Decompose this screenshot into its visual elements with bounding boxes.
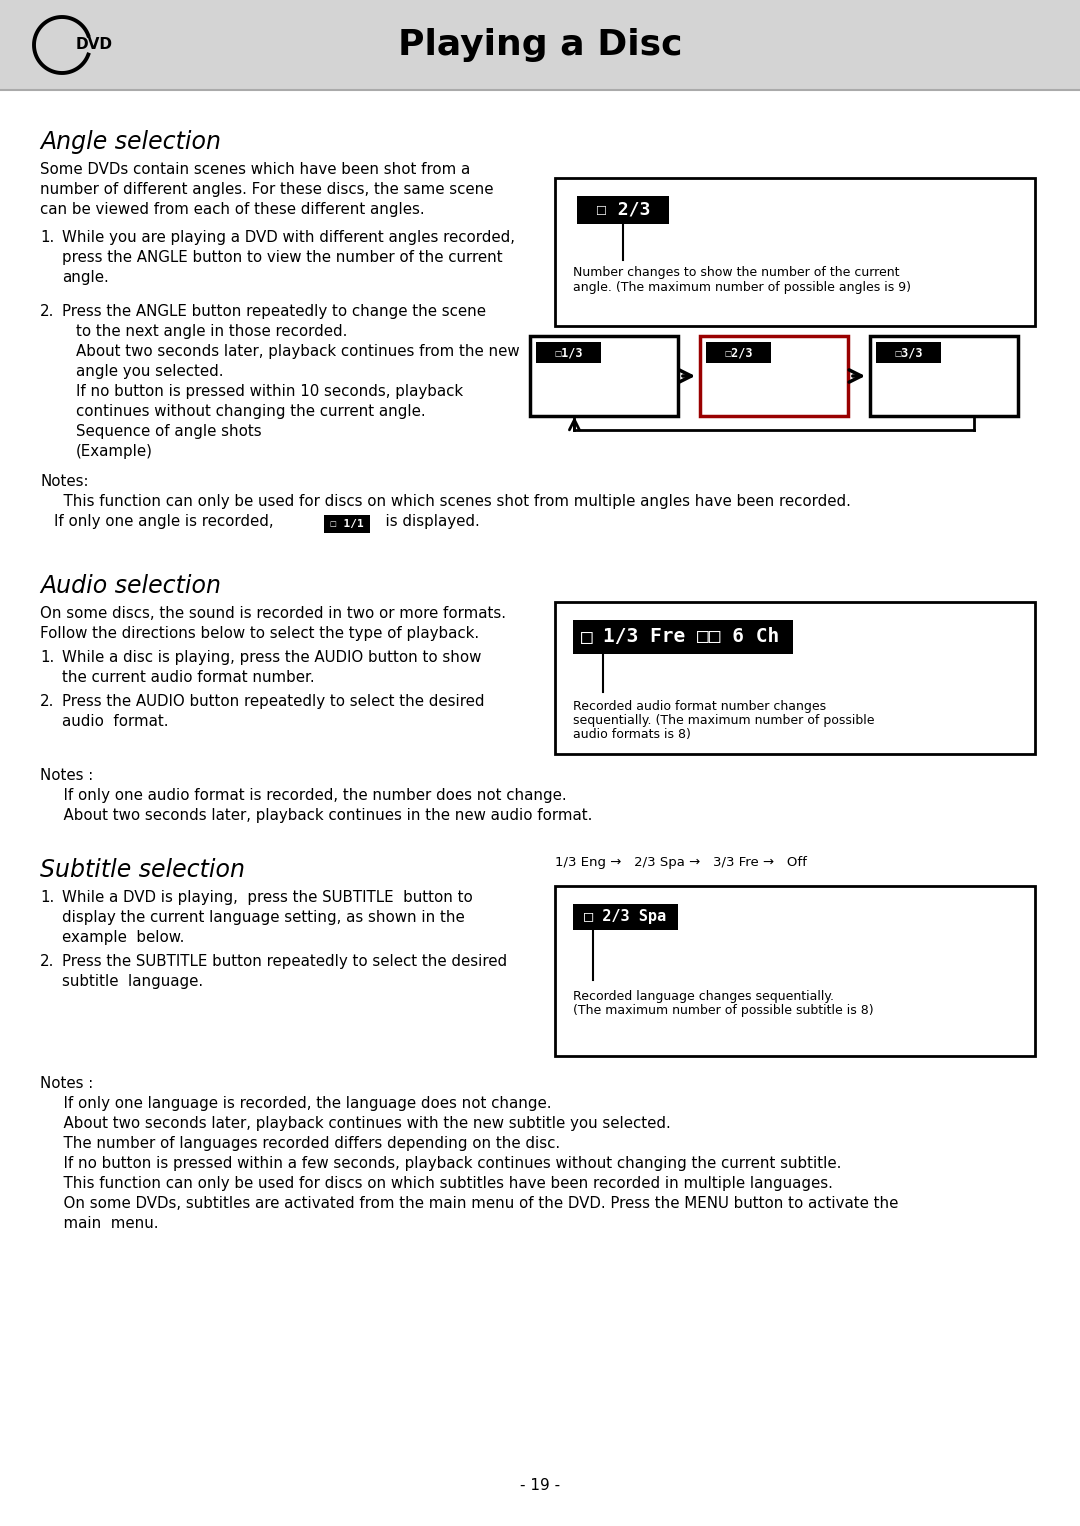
Bar	[555, 601, 1035, 754]
Text: 1.: 1.	[40, 650, 54, 665]
Text: 1.: 1.	[40, 230, 54, 246]
Text: □: □	[581, 627, 593, 647]
Bar	[706, 342, 771, 363]
Text: ☐ 2/3: ☐ 2/3	[596, 201, 650, 220]
Text: If only one angle is recorded,: If only one angle is recorded,	[54, 514, 293, 530]
Text: The number of languages recorded differs depending on the disc.: The number of languages recorded differs…	[54, 1135, 561, 1151]
Text: On some discs, the sound is recorded in two or more formats.: On some discs, the sound is recorded in …	[40, 606, 507, 621]
Text: continues without changing the current angle.: continues without changing the current a…	[76, 404, 426, 420]
Bar	[573, 620, 793, 655]
Text: angle.: angle.	[62, 270, 109, 285]
Text: While you are playing a DVD with different angles recorded,: While you are playing a DVD with differe…	[62, 230, 515, 246]
Text: Notes :: Notes :	[40, 768, 93, 783]
Text: Recorded audio format number changes: Recorded audio format number changes	[573, 700, 826, 713]
Text: main  menu.: main menu.	[54, 1216, 159, 1231]
Text: About two seconds later, playback continues with the new subtitle you selected.: About two seconds later, playback contin…	[54, 1116, 671, 1131]
Text: Press the SUBTITLE button repeatedly to select the desired: Press the SUBTITLE button repeatedly to …	[62, 954, 508, 969]
Text: 1/3 Fre □□ 6 Ch: 1/3 Fre □□ 6 Ch	[603, 627, 780, 647]
Text: DVD: DVD	[76, 37, 113, 52]
Text: can be viewed from each of these different angles.: can be viewed from each of these differe…	[40, 201, 424, 217]
Text: (The maximum number of possible subtitle is 8): (The maximum number of possible subtitle…	[573, 1004, 874, 1016]
Text: If only one audio format is recorded, the number does not change.: If only one audio format is recorded, th…	[54, 787, 567, 803]
Text: Notes:: Notes:	[40, 475, 89, 488]
Text: Subtitle selection: Subtitle selection	[40, 858, 245, 882]
Text: is displayed.: is displayed.	[376, 514, 480, 530]
Bar	[324, 514, 370, 533]
Text: audio formats is 8): audio formats is 8)	[573, 728, 691, 742]
Text: Press the ANGLE button repeatedly to change the scene: Press the ANGLE button repeatedly to cha…	[62, 304, 486, 319]
Bar	[555, 179, 1035, 327]
Text: angle. (The maximum number of possible angles is 9): angle. (The maximum number of possible a…	[573, 281, 912, 295]
Text: Audio selection: Audio selection	[40, 574, 221, 598]
Text: This function can only be used for discs on which subtitles have been recorded i: This function can only be used for discs…	[54, 1177, 833, 1190]
Text: Follow the directions below to select the type of playback.: Follow the directions below to select th…	[40, 626, 480, 641]
Text: Number changes to show the number of the current: Number changes to show the number of the…	[573, 266, 900, 279]
Text: While a DVD is playing,  press the SUBTITLE  button to: While a DVD is playing, press the SUBTIT…	[62, 890, 473, 905]
Text: Sequence of angle shots: Sequence of angle shots	[76, 424, 261, 439]
Text: Notes :: Notes :	[40, 1076, 93, 1091]
Text: Playing a Disc: Playing a Disc	[397, 27, 683, 63]
Text: 1.: 1.	[40, 890, 54, 905]
Text: 2.: 2.	[40, 694, 54, 710]
Bar	[536, 342, 600, 363]
Text: ☐2/3: ☐2/3	[725, 346, 753, 359]
Text: If no button is pressed within a few seconds, playback continues without changin: If no button is pressed within a few sec…	[54, 1157, 841, 1170]
Bar	[700, 336, 848, 417]
Text: 2.: 2.	[40, 304, 54, 319]
Text: to the next angle in those recorded.: to the next angle in those recorded.	[76, 324, 348, 339]
Text: Some DVDs contain scenes which have been shot from a: Some DVDs contain scenes which have been…	[40, 162, 470, 177]
Text: If no button is pressed within 10 seconds, playback: If no button is pressed within 10 second…	[76, 385, 463, 398]
Bar	[577, 195, 669, 224]
Text: subtitle  language.: subtitle language.	[62, 974, 203, 989]
Text: display the current language setting, as shown in the: display the current language setting, as…	[62, 909, 464, 925]
Text: While a disc is playing, press the AUDIO button to show: While a disc is playing, press the AUDIO…	[62, 650, 482, 665]
Text: - 19 -: - 19 -	[519, 1479, 561, 1494]
Text: (Example): (Example)	[76, 444, 153, 459]
Text: the current audio format number.: the current audio format number.	[62, 670, 314, 685]
Bar	[555, 887, 1035, 1056]
Text: example  below.: example below.	[62, 929, 185, 945]
Text: On some DVDs, subtitles are activated from the main menu of the DVD. Press the M: On some DVDs, subtitles are activated fr…	[54, 1196, 899, 1212]
Text: This function can only be used for discs on which scenes shot from multiple angl: This function can only be used for discs…	[54, 494, 851, 510]
Text: About two seconds later, playback continues in the new audio format.: About two seconds later, playback contin…	[54, 807, 592, 823]
Text: About two seconds later, playback continues from the new: About two seconds later, playback contin…	[76, 343, 519, 359]
Text: ☐ 1/1: ☐ 1/1	[330, 519, 364, 530]
Text: Angle selection: Angle selection	[40, 130, 221, 154]
Text: □ 2/3 Spa: □ 2/3 Spa	[584, 909, 666, 925]
Text: If only one language is recorded, the language does not change.: If only one language is recorded, the la…	[54, 1096, 552, 1111]
Bar	[573, 903, 678, 929]
Text: ☐3/3: ☐3/3	[894, 346, 922, 359]
Bar	[870, 336, 1018, 417]
Bar	[530, 336, 678, 417]
Text: 2.: 2.	[40, 954, 54, 969]
Text: Press the AUDIO button repeatedly to select the desired: Press the AUDIO button repeatedly to sel…	[62, 694, 485, 710]
Bar	[876, 342, 941, 363]
Text: press the ANGLE button to view the number of the current: press the ANGLE button to view the numbe…	[62, 250, 502, 266]
Text: ☐1/3: ☐1/3	[554, 346, 583, 359]
Text: number of different angles. For these discs, the same scene: number of different angles. For these di…	[40, 182, 494, 197]
Text: Recorded language changes sequentially.: Recorded language changes sequentially.	[573, 990, 834, 1003]
Text: audio  format.: audio format.	[62, 714, 168, 729]
Text: angle you selected.: angle you selected.	[76, 365, 224, 378]
Text: sequentially. (The maximum number of possible: sequentially. (The maximum number of pos…	[573, 714, 875, 726]
Bar	[0, 0, 1080, 90]
Text: 1/3 Eng →   2/3 Spa →   3/3 Fre →   Off: 1/3 Eng → 2/3 Spa → 3/3 Fre → Off	[555, 856, 807, 868]
